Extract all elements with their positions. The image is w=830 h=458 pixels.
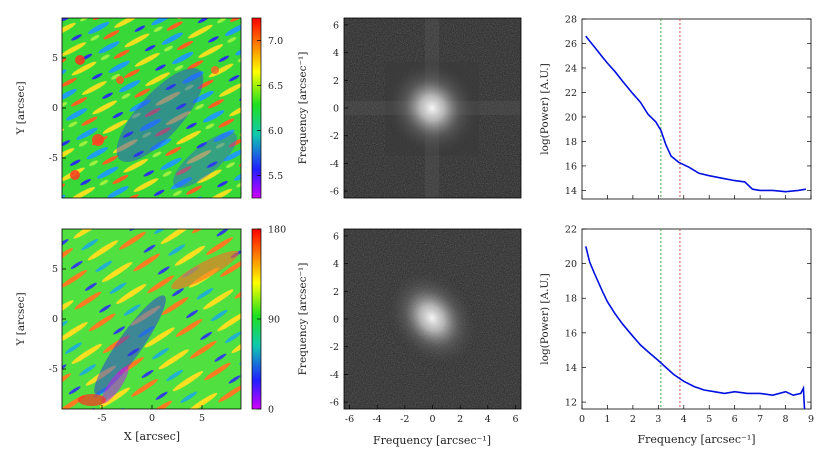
- colorbar-tick-label: 6.0: [268, 126, 283, 137]
- y-tick-label: 16: [565, 161, 577, 172]
- y-tick-label: 28: [565, 15, 577, 26]
- plot-area: [581, 18, 812, 200]
- colorbar-tick-label: 180: [268, 225, 286, 236]
- colorbar-tick-label: 90: [268, 315, 280, 326]
- y-tick-label: -6: [330, 187, 339, 198]
- colorbar-tick-label: 6.5: [268, 81, 283, 92]
- angle-map-xticks: -5 0 5: [97, 405, 205, 424]
- x-tick-label: 4: [485, 414, 491, 425]
- x-tick-label: 5: [706, 414, 712, 425]
- x-tick-label: 3: [655, 414, 661, 425]
- y-tick-label: -2: [330, 131, 339, 142]
- x-tick-label: -2: [400, 414, 409, 425]
- y-axis-label: Frequency [arcsec⁻¹]: [297, 263, 309, 376]
- y-tick-label: 5: [52, 53, 58, 64]
- y-axis-label: log(Power) [A.U.]: [539, 63, 551, 154]
- y-axis-label: log(Power) [A.U.]: [539, 273, 551, 364]
- x-tick-label: -5: [97, 413, 106, 424]
- x-tick-label: 0: [429, 414, 435, 425]
- x-tick-label: 0: [149, 413, 155, 424]
- x-tick-label: 5: [199, 413, 205, 424]
- y-tick-label: 12: [565, 398, 577, 409]
- y-tick-label: 6: [333, 20, 339, 31]
- y-tick-label: 14: [565, 363, 577, 374]
- y-tick-label: -6: [330, 398, 339, 409]
- y-tick-label: 4: [333, 48, 339, 59]
- x-tick-label: 2: [630, 414, 636, 425]
- x-tick-label: 2: [457, 414, 463, 425]
- x-tick-label: -6: [345, 414, 354, 425]
- y-tick-label: -5: [49, 364, 58, 375]
- intensity-map-panel: 5 0 -5 Y [arcsec]: [15, 17, 242, 199]
- fft-top-panel: 6 4 2 0 -2 -4 -6 Frequency [arcsec⁻¹]: [297, 17, 522, 199]
- angle-map-yticks: 5 0 -5: [49, 264, 66, 375]
- y-tick-label: 0: [333, 315, 339, 326]
- intensity-map-yticks: 5 0 -5: [49, 53, 66, 164]
- y-tick-label: 0: [333, 104, 339, 115]
- y-tick-label: 0: [52, 103, 58, 114]
- y-tick-label: 22: [565, 225, 577, 236]
- power-series-line: [585, 246, 806, 409]
- y-tick-label: -4: [330, 159, 339, 170]
- y-tick-label: 6: [333, 231, 339, 242]
- y-tick-label: 20: [565, 112, 577, 123]
- intensity-colorbar: 7.0 6.5 6.0 5.5: [251, 17, 283, 199]
- y-tick-label: 5: [52, 264, 58, 275]
- x-axis-label: X [arcsec]: [124, 430, 180, 443]
- x-tick-label: 8: [783, 414, 789, 425]
- y-tick-label: 2: [333, 287, 339, 298]
- y-tick-label: 4: [333, 259, 339, 270]
- x-axis-label: Frequency [arcsec⁻¹]: [373, 434, 491, 447]
- y-tick-label: 20: [565, 259, 577, 270]
- y-tick-label: 24: [565, 63, 577, 74]
- x-tick-label: 7: [757, 414, 763, 425]
- x-tick-label: 4: [681, 414, 687, 425]
- y-tick-label: 26: [565, 39, 577, 50]
- colorbar-gradient: [251, 17, 262, 199]
- y-tick-label: 22: [565, 88, 577, 99]
- fft-bottom-panel: 6 4 2 0 -2 -4 -6 -6 -4 -2 0 2 4 6 Frequency [arcsec⁻…: [297, 228, 522, 447]
- angle-colorbar: 180 90 0: [251, 225, 286, 416]
- y-tick-label: 0: [52, 314, 58, 325]
- x-tick-label: 1: [604, 414, 610, 425]
- y-axis-label: Frequency [arcsec⁻¹]: [297, 52, 309, 165]
- x-tick-label: 6: [512, 414, 518, 425]
- colorbar-tick-label: 5.5: [268, 171, 283, 182]
- y-tick-label: 16: [565, 328, 577, 339]
- y-tick-label: -4: [330, 370, 339, 381]
- y-tick-label: 2: [333, 76, 339, 87]
- y-tick-label: -2: [330, 342, 339, 353]
- y-tick-label: -5: [49, 153, 58, 164]
- power-spectrum-top-chart: 14 16 18 20 22 24 26 28 log(Power) [A.U.]: [539, 15, 812, 200]
- x-axis-label: Frequency [arcsec⁻¹]: [637, 433, 755, 446]
- colorbar-tick-label: 0: [268, 405, 274, 416]
- x-tick-label: -4: [373, 414, 382, 425]
- y-tick-label: 18: [565, 137, 577, 148]
- y-tick-label: 14: [565, 186, 577, 197]
- colorbar-tick-label: 7.0: [268, 36, 283, 47]
- y-tick-label: 18: [565, 294, 577, 305]
- plot-area: [581, 228, 812, 410]
- intensity-map-image: [62, 18, 241, 198]
- y-axis-label: Y [arcsec]: [15, 292, 27, 346]
- power-series-line: [585, 35, 807, 193]
- x-tick-label: 0: [579, 414, 585, 425]
- angle-map-panel: 5 0 -5 -5 0 5 Y [arcsec] X [arcsec]: [15, 228, 242, 443]
- x-tick-label: 6: [732, 414, 738, 425]
- y-axis-label: Y [arcsec]: [15, 81, 27, 135]
- x-tick-label: 9: [808, 414, 814, 425]
